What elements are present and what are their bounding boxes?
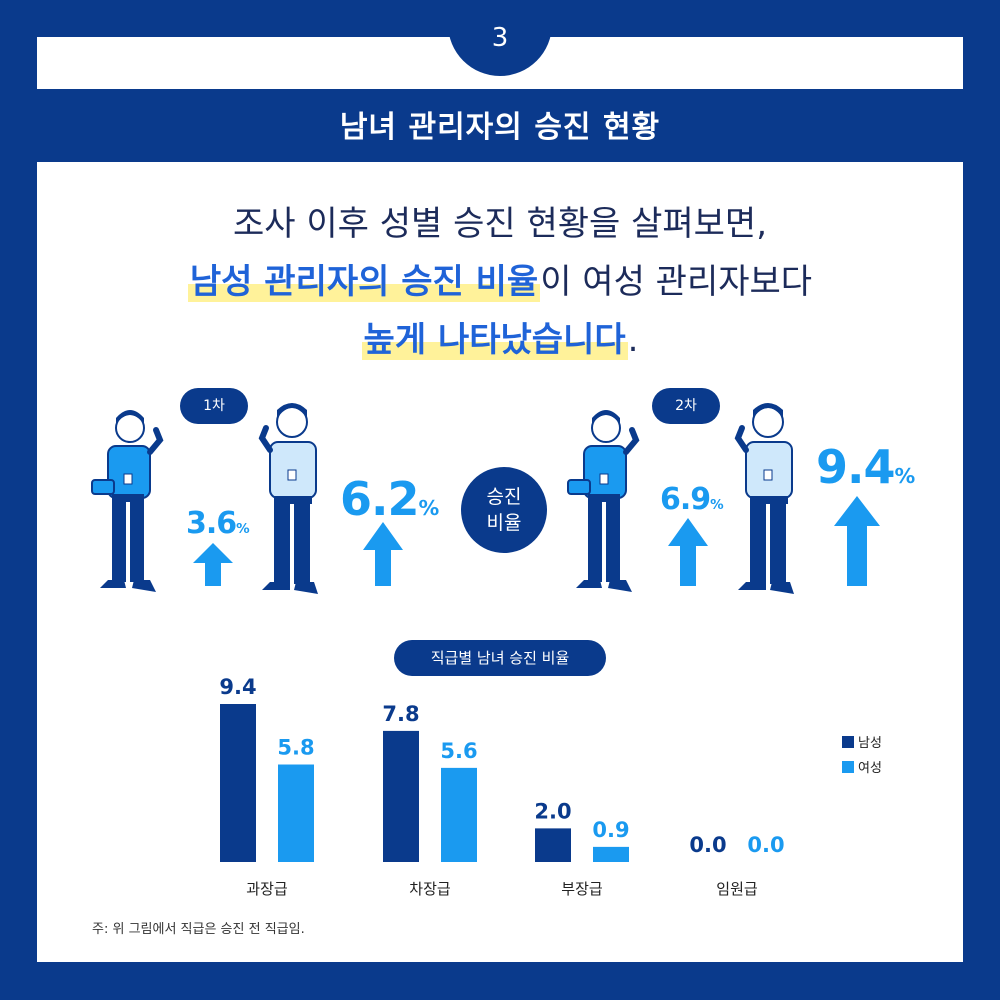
round-1-female-value: 3.6 — [186, 506, 237, 541]
round-2-label: 2차 — [652, 388, 720, 424]
bar-value-label: 7.8 — [382, 702, 419, 726]
promotion-rate-circle: 승진 비율 — [461, 467, 547, 553]
percent-unit: % — [710, 497, 724, 513]
bar-value-label: 9.4 — [219, 675, 256, 699]
round-1-female-rate: 3.6% — [186, 506, 250, 541]
bar-female-0 — [278, 764, 314, 862]
bar-male-1 — [383, 730, 419, 862]
female-manager-illustration — [567, 410, 640, 592]
percent-unit: % — [418, 496, 440, 520]
category-label: 부장급 — [561, 880, 603, 898]
round-2-male-value: 9.4 — [816, 440, 895, 494]
percent-unit: % — [236, 521, 250, 537]
round-2-female-rate: 6.9% — [660, 482, 724, 517]
bar-value-label: 5.8 — [277, 736, 314, 760]
round-2-male-rate: 9.4% — [816, 440, 915, 494]
up-arrow-icon — [668, 518, 708, 586]
headline-line-3: 높게 나타났습니다. — [0, 312, 1000, 361]
chart-title: 직급별 남녀 승진 비율 — [394, 640, 606, 676]
up-arrow-icon — [363, 522, 403, 586]
male-manager-illustration — [258, 403, 318, 594]
bar-male-2 — [535, 828, 571, 862]
footnote: 주: 위 그림에서 직급은 승진 전 직급임. — [92, 922, 305, 937]
headline-highlight-2: 높게 나타났습니다 — [361, 320, 628, 360]
circle-label-line-2: 비율 — [486, 512, 522, 534]
bar-male-0 — [220, 704, 256, 862]
bar-value-label: 0.0 — [747, 833, 784, 857]
bar-value-label: 5.6 — [440, 739, 477, 763]
category-label: 차장급 — [409, 880, 451, 898]
category-label: 임원급 — [716, 880, 758, 898]
up-arrow-icon — [193, 543, 233, 586]
round-1-male-value: 6.2 — [340, 472, 419, 526]
round-1-male-rate: 6.2% — [340, 472, 439, 526]
percent-unit: % — [894, 464, 916, 488]
legend-label-male: 남성 — [858, 736, 882, 751]
round-2-female-value: 6.9 — [660, 482, 711, 517]
circle-label-line-1: 승진 — [486, 486, 522, 508]
round-1-label: 1차 — [180, 388, 248, 424]
headline-line-2: 남성 관리자의 승진 비율이 여성 관리자보다 — [0, 254, 1000, 303]
bar-female-1 — [441, 767, 477, 862]
bar-value-label: 2.0 — [534, 799, 571, 823]
male-manager-illustration — [734, 403, 794, 594]
bar-value-label: 0.0 — [689, 833, 726, 857]
legend-swatch-male — [842, 736, 854, 748]
legend-swatch-female — [842, 761, 854, 773]
headline-line-2-rest: 이 여성 관리자보다 — [540, 262, 813, 302]
headline-line-1: 조사 이후 성별 승진 현황을 살펴보면, — [232, 204, 768, 244]
female-manager-illustration — [91, 410, 164, 592]
bar-female-2 — [593, 846, 629, 862]
category-label: 과장급 — [246, 880, 288, 898]
headline-line-3-rest: . — [627, 320, 639, 360]
up-arrow-icon — [834, 496, 880, 586]
headline-highlight-1: 남성 관리자의 승진 비율 — [187, 262, 541, 302]
bar-chart: 9.4 5.8 과장급 7.8 5.6 차장급 2.0 0.9 부장급 0.0 0.0 임원급 — [219, 675, 784, 898]
bar-value-label: 0.9 — [592, 818, 629, 842]
page-title: 남녀 관리자의 승진 현황 — [339, 110, 661, 145]
legend-label-female: 여성 — [858, 761, 882, 776]
